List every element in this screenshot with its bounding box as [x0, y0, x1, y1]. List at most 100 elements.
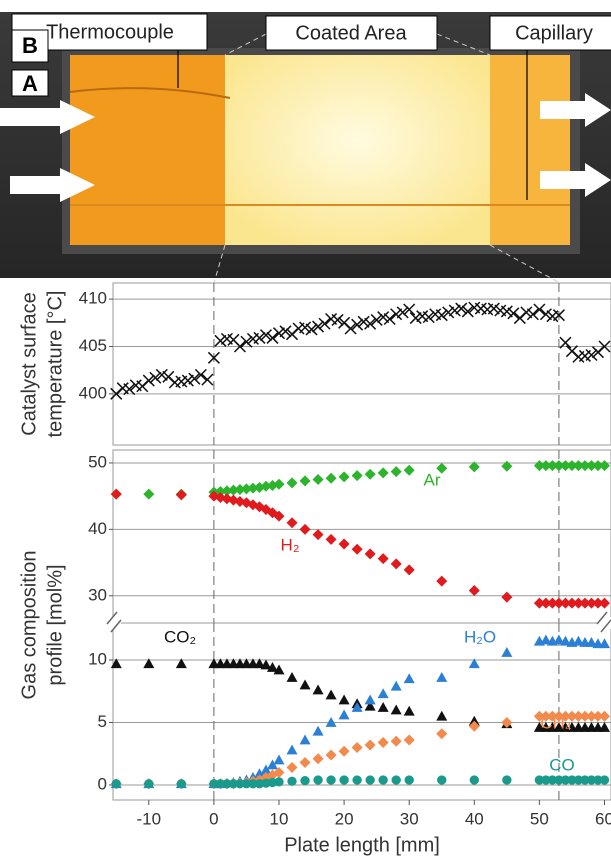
photo-label: Coated Area — [295, 22, 407, 44]
marker — [351, 742, 363, 753]
marker — [547, 775, 558, 785]
marker — [214, 334, 227, 347]
marker — [331, 313, 344, 326]
marker — [593, 775, 603, 785]
marker — [312, 725, 324, 736]
marker — [248, 779, 258, 789]
marker — [188, 372, 201, 385]
marker — [338, 538, 350, 550]
marker — [572, 460, 584, 472]
marker — [299, 734, 311, 745]
y-tick-label: 400 — [79, 383, 107, 402]
marker — [207, 351, 220, 364]
marker — [553, 597, 565, 609]
marker — [435, 309, 448, 322]
x-tick-label: -10 — [137, 809, 162, 828]
marker — [559, 710, 571, 722]
marker — [214, 486, 226, 498]
photo: Thermocouple Coated Area Capillary B A — [0, 12, 611, 284]
marker — [598, 597, 610, 609]
marker — [540, 634, 552, 645]
marker — [364, 700, 376, 711]
flow-arrow — [0, 100, 95, 134]
marker — [566, 597, 578, 609]
marker — [201, 373, 214, 386]
marker — [365, 775, 375, 785]
marker — [559, 336, 572, 349]
label-box — [489, 15, 611, 51]
marker — [437, 775, 447, 785]
marker — [149, 371, 162, 384]
capillary-zone — [490, 55, 570, 245]
marker — [422, 311, 435, 324]
marker — [468, 720, 480, 732]
y-tick-label: 30 — [88, 585, 107, 604]
marker — [274, 777, 284, 787]
marker — [592, 460, 604, 472]
marker — [253, 331, 266, 344]
marker — [312, 320, 325, 333]
marker — [273, 767, 285, 778]
y-tick-label: 0 — [98, 774, 107, 793]
marker — [259, 329, 273, 342]
marker — [580, 775, 590, 785]
marker — [391, 775, 401, 785]
marker — [598, 460, 610, 472]
marker — [338, 694, 350, 705]
marker — [526, 308, 539, 321]
flow-arrow — [10, 168, 95, 202]
marker — [501, 591, 513, 603]
guide — [224, 33, 267, 56]
marker — [377, 553, 389, 565]
series-label: H₂ — [281, 535, 300, 554]
y-axis-title: Gas composition — [18, 551, 40, 700]
series-label: CH₄ — [540, 713, 572, 732]
marker — [299, 679, 311, 690]
marker — [390, 308, 403, 321]
marker — [383, 312, 396, 326]
marker — [585, 460, 597, 472]
marker — [110, 658, 122, 669]
marker — [344, 322, 357, 335]
marker — [240, 335, 253, 348]
guide — [436, 33, 491, 56]
marker — [507, 307, 520, 320]
marker — [468, 658, 480, 669]
marker — [221, 485, 233, 497]
marker — [461, 305, 474, 318]
y-axis-title: temperature [°C] — [44, 291, 66, 438]
panel-letter: B — [22, 33, 38, 58]
marker — [286, 762, 298, 773]
marker — [143, 658, 155, 669]
marker — [403, 303, 416, 316]
marker — [585, 637, 597, 647]
marker — [227, 484, 239, 496]
marker — [585, 710, 597, 722]
marker — [364, 468, 376, 480]
series-label: CO — [549, 755, 575, 774]
marker — [469, 775, 479, 785]
series-label: Ar — [424, 470, 441, 489]
marker — [273, 478, 285, 490]
axis-break — [596, 611, 611, 633]
marker — [599, 775, 610, 785]
marker — [357, 315, 370, 328]
marker — [266, 331, 279, 344]
marker — [305, 323, 318, 336]
guide — [213, 244, 226, 284]
marker — [364, 548, 376, 560]
marker — [501, 460, 513, 472]
thermocouple-wire — [69, 87, 231, 99]
photo-label: Capillary — [515, 22, 593, 44]
marker — [364, 739, 376, 751]
marker — [403, 564, 415, 576]
marker — [585, 597, 597, 609]
marker — [403, 464, 415, 476]
marker — [266, 759, 278, 770]
marker — [318, 317, 331, 330]
marker — [520, 306, 533, 319]
marker — [240, 483, 252, 495]
marker — [312, 529, 324, 541]
marker — [436, 575, 448, 587]
marker — [560, 775, 571, 785]
